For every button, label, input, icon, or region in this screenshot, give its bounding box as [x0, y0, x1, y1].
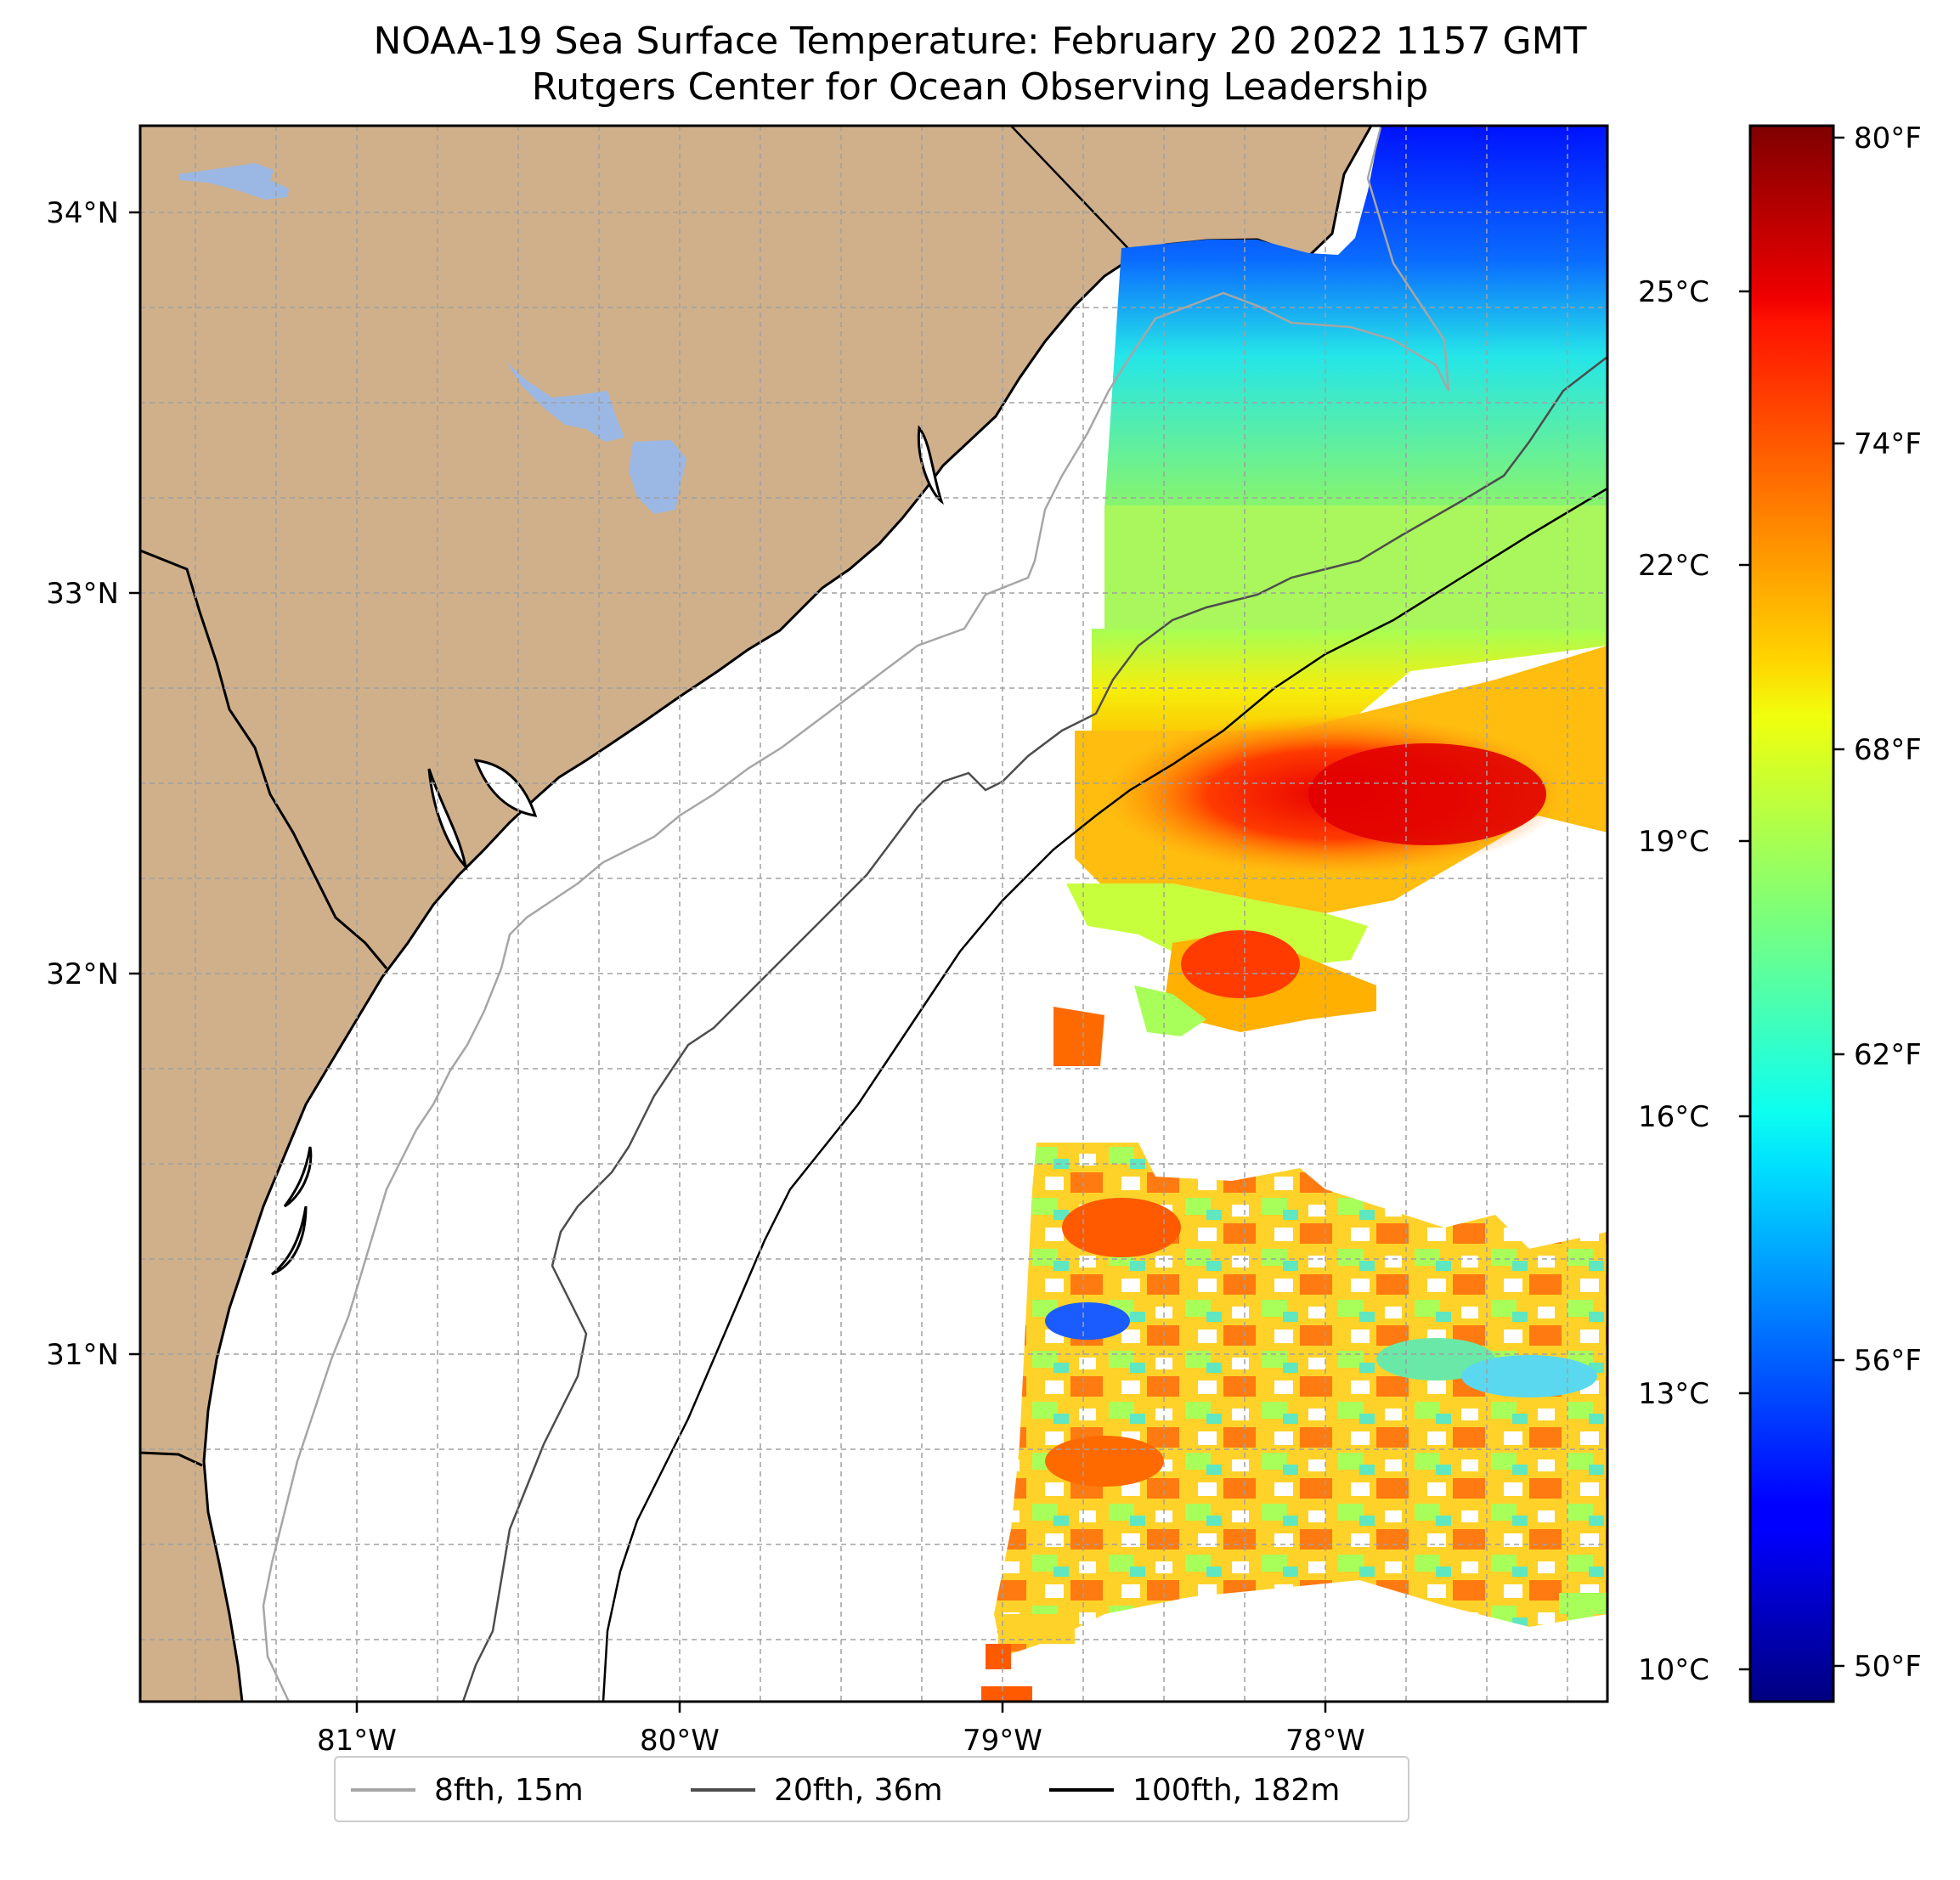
- cb-label-f-80: 80°F: [1854, 121, 1922, 155]
- cb-label-c-13: 13°C: [1638, 1377, 1709, 1411]
- legend-item-8fth: 8fth, 15m: [351, 1770, 584, 1810]
- lon-label-81w: 81°W: [317, 1724, 397, 1758]
- cb-label-c-10: 10°C: [1638, 1653, 1709, 1687]
- legend-swatch-8fth: [351, 1788, 415, 1792]
- lat-label-34n: 34°N: [46, 196, 119, 230]
- cb-label-f-68: 68°F: [1854, 733, 1922, 767]
- map-layers: [140, 126, 1607, 1702]
- lat-label-33n: 33°N: [46, 577, 119, 611]
- legend-swatch-20fth: [691, 1788, 755, 1792]
- cb-label-c-25: 25°C: [1638, 275, 1709, 309]
- map-subtitle: Rutgers Center for Ocean Observing Leade…: [531, 65, 1429, 109]
- cb-label-f-56: 56°F: [1854, 1344, 1922, 1378]
- lon-label-80w: 80°W: [640, 1724, 720, 1758]
- legend-label-100fth: 100fth, 182m: [1133, 1772, 1341, 1808]
- cb-label-c-22: 22°C: [1638, 549, 1709, 583]
- cb-label-c-19: 19°C: [1638, 825, 1709, 859]
- contour-legend: 8fth, 15m 20fth, 36m 100fth, 182m: [334, 1756, 1409, 1822]
- lake-moultrie: [629, 440, 686, 514]
- contour-20fth: [461, 356, 1607, 1702]
- legend-swatch-100fth: [1049, 1788, 1114, 1792]
- lat-label-32n: 32°N: [46, 957, 119, 991]
- state-border: [1010, 126, 1139, 260]
- colorbar: [1748, 124, 1835, 1703]
- cb-label-f-62: 62°F: [1854, 1038, 1922, 1072]
- lake-marion: [506, 361, 624, 442]
- cb-label-c-16: 16°C: [1638, 1100, 1709, 1134]
- legend-label-8fth: 8fth, 15m: [434, 1772, 584, 1808]
- cb-label-f-74: 74°F: [1854, 427, 1922, 461]
- contour-8fth: [262, 127, 1450, 1702]
- legend-label-20fth: 20fth, 36m: [774, 1772, 943, 1808]
- lon-label-78w: 78°W: [1285, 1724, 1365, 1758]
- lat-label-31n: 31°N: [46, 1338, 119, 1372]
- cb-label-f-50: 50°F: [1854, 1650, 1922, 1684]
- axis-ticks: [129, 211, 1327, 1713]
- map-gridlines: [140, 126, 1607, 1702]
- contour-100fth: [602, 487, 1607, 1702]
- map-frame: [138, 124, 1609, 1703]
- map-title: NOAA-19 Sea Surface Temperature: Februar…: [373, 20, 1587, 63]
- sst-data-layer: [981, 126, 1607, 1702]
- legend-item-20fth: 20fth, 36m: [691, 1770, 943, 1810]
- savannah-river: [140, 549, 388, 969]
- lon-label-79w: 79°W: [963, 1724, 1042, 1758]
- legend-item-100fth: 100fth, 182m: [1049, 1770, 1340, 1810]
- lake-north: [178, 163, 289, 200]
- colorbar-ticks: [1739, 136, 1844, 1671]
